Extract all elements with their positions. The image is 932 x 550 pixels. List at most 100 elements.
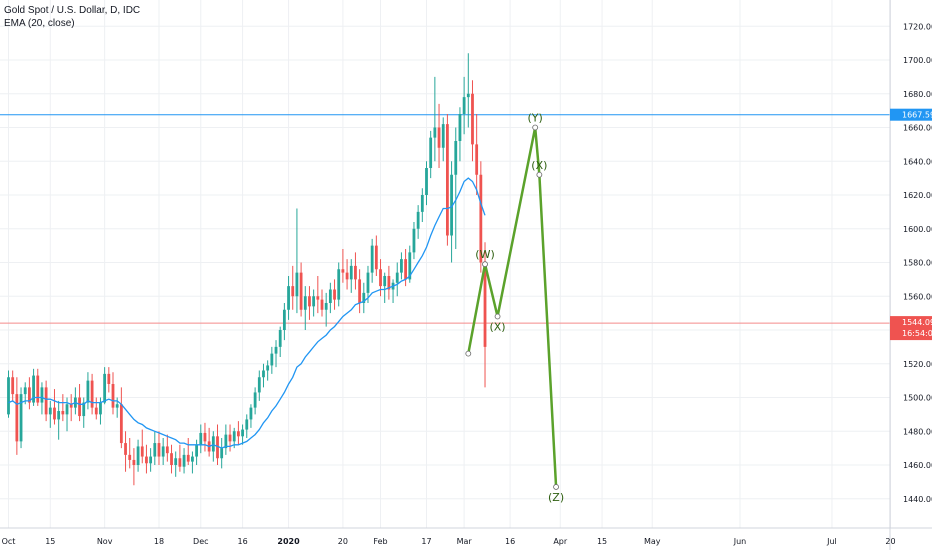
time-tick-label: May [644,537,661,546]
candle-body [228,434,232,442]
price-tick-label: 1500.00 [903,394,932,403]
horizontal-lines[interactable] [0,114,890,324]
candle-body [341,269,345,273]
time-tick-label: Apr [553,537,568,546]
candle-body [345,272,349,280]
candle-body [328,289,332,303]
candle-body [145,456,148,464]
time-tick-label: 15 [597,537,607,546]
candle-body [466,93,470,98]
time-tick-label: 18 [154,537,164,546]
time-tick-label: 16 [505,537,515,546]
price-axis[interactable]: 1440.001460.001480.001500.001520.001540.… [903,22,932,504]
candle-body [362,292,366,303]
indicator-label: EMA (20, close) [4,18,75,29]
time-tick-label: Nov [97,537,113,546]
candle-body [241,429,244,437]
candle-body [149,456,153,464]
price-tick-label: 1600.00 [903,225,932,234]
candle-body [191,456,194,462]
candle-body [157,443,161,457]
candle-body [140,446,144,457]
candle-body [165,446,169,454]
wave-point[interactable] [553,484,559,490]
time-tick-label: Jul [826,537,837,546]
ema-line [8,177,486,449]
wave-label: (X) [489,321,505,334]
wave-point[interactable] [494,313,501,320]
candle-body [249,407,253,420]
support-tag-time: 16:54:01 [902,329,932,338]
candle-body [454,141,458,175]
wave-path[interactable] [467,126,558,488]
candle-body [479,174,483,263]
candle-body [282,309,286,330]
candle-body [232,431,236,442]
candle-body [119,404,123,444]
time-tick-label: 16 [237,537,247,546]
price-tick-label: 1440.00 [903,495,932,504]
time-tick-label: 17 [421,537,431,546]
candle-body [19,394,23,442]
candle-body [78,397,81,417]
candle-body [266,365,270,371]
wave-point[interactable] [482,261,488,268]
candle-body [349,265,353,280]
candle-body [195,444,198,457]
candle-body [433,127,437,138]
candle-body [11,377,15,395]
candle-body [23,387,27,395]
candle-body [115,404,119,408]
candle-body [274,346,278,354]
candle-body [303,296,307,310]
candle-body [291,286,295,297]
candle-body [245,419,249,430]
time-tick-label: 20 [885,537,895,546]
candle-body [178,458,182,467]
time-axis[interactable]: Oct 15 Nov 18 Dec 16 2020 20 Feb 17 Mar 16 Apr 15 May J… [2,537,896,546]
candle-body [333,289,336,300]
candle-body [358,279,362,303]
candle-body [370,245,374,273]
candle-body [462,97,466,114]
time-tick-label: 15 [45,537,55,546]
candle-body [128,454,132,460]
candle-body [69,404,73,408]
price-tick-label: 1560.00 [903,292,932,301]
price-tick-label: 1480.00 [903,427,932,436]
resistance-tag [890,108,932,121]
wave-point[interactable] [536,171,543,178]
candle-body [366,272,370,293]
price-tick-label: 1720.00 [903,22,932,31]
candle-body [107,373,111,384]
candle-body [32,375,35,403]
grid [0,0,891,528]
candle-body [99,402,102,415]
candle-body [44,387,48,415]
candle-body [429,137,433,168]
candle-body [132,459,136,465]
candle-body [199,432,203,445]
time-tick-label: 20 [338,537,348,546]
elliott-wave-projection[interactable]: (W) (X) (Y) (X) (Z) [465,112,564,504]
resistance-tag-text: 1667.59 [902,111,932,120]
wave-label: (X) [531,159,547,172]
candle-body [153,443,157,457]
candle-body [446,124,449,236]
wave-point[interactable] [532,124,539,131]
candle-body [48,407,52,415]
candle-body [28,387,31,403]
candle-body [94,407,98,415]
time-tick-label: 2020 [277,537,300,546]
candle-body [211,436,215,452]
candle-body [15,394,19,442]
candle-body [203,432,207,442]
candle-body [299,272,303,310]
candle-body [182,454,186,467]
chart-legend: Gold Spot / U.S. Dollar, D, IDC EMA (20,… [4,4,140,30]
candle-body [53,407,56,420]
price-tick-label: 1460.00 [903,461,932,470]
wave-point[interactable] [465,350,472,357]
candle-body [412,228,416,253]
